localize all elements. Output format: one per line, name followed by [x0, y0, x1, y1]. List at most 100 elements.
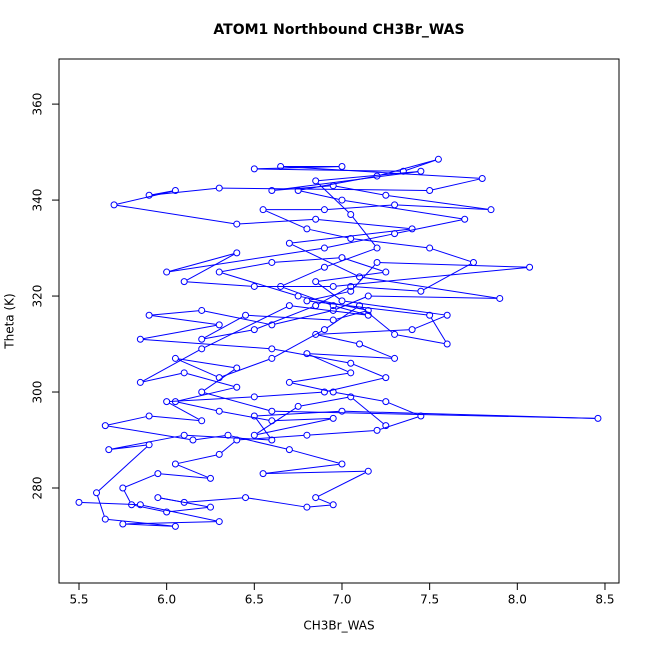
point	[303, 350, 311, 358]
connector	[143, 373, 182, 383]
connector	[97, 495, 105, 517]
point	[215, 268, 223, 276]
point	[101, 422, 109, 430]
connector	[169, 248, 322, 273]
connector	[432, 248, 471, 262]
y-tick-label: 280	[31, 477, 45, 500]
point	[119, 484, 127, 492]
point	[338, 460, 346, 468]
connector	[327, 233, 392, 248]
connector	[310, 353, 392, 359]
connector	[178, 401, 217, 412]
point	[145, 412, 153, 420]
connector	[310, 300, 427, 316]
point	[426, 311, 434, 319]
point	[136, 335, 144, 343]
point	[356, 302, 364, 310]
point	[224, 431, 232, 439]
connector	[352, 216, 376, 246]
connector	[309, 354, 349, 372]
x-tick-label: 8.0	[508, 593, 527, 607]
point	[382, 268, 390, 276]
connector	[275, 185, 331, 191]
point	[373, 258, 381, 266]
point	[391, 230, 399, 238]
point	[347, 393, 355, 401]
connector	[292, 372, 348, 383]
y-tick-label: 320	[31, 285, 45, 308]
point	[329, 182, 337, 190]
connector	[283, 166, 480, 179]
point	[93, 489, 101, 497]
point	[329, 306, 337, 314]
point	[487, 206, 495, 214]
point	[312, 177, 320, 185]
connector	[301, 190, 339, 200]
connector	[257, 306, 313, 329]
point	[443, 340, 451, 348]
connector	[274, 330, 322, 358]
point	[312, 302, 320, 310]
connector	[239, 434, 304, 441]
connector	[397, 219, 462, 234]
connector	[169, 507, 208, 513]
point	[382, 374, 390, 382]
connector	[125, 474, 156, 488]
point	[347, 369, 355, 377]
connector	[336, 185, 383, 196]
connector	[301, 396, 348, 407]
point	[145, 191, 153, 199]
connector	[117, 204, 234, 225]
connector	[336, 392, 383, 402]
connector	[352, 398, 384, 424]
point	[101, 515, 109, 523]
point	[233, 220, 241, 228]
point	[391, 354, 399, 362]
point	[171, 354, 179, 362]
point	[268, 258, 276, 266]
connector	[335, 296, 366, 310]
point	[347, 287, 355, 295]
point	[215, 321, 223, 329]
point	[215, 407, 223, 415]
point	[417, 287, 425, 295]
point	[320, 206, 328, 214]
connector	[309, 229, 348, 239]
connector	[98, 446, 148, 492]
connector	[362, 344, 392, 358]
connector	[204, 369, 235, 391]
connector	[274, 310, 331, 325]
connector	[423, 263, 471, 291]
point	[198, 345, 206, 353]
connector	[196, 435, 225, 441]
point	[215, 374, 223, 382]
point	[171, 398, 179, 406]
connector	[266, 463, 339, 474]
point	[233, 436, 241, 444]
connector	[301, 296, 366, 311]
point	[268, 436, 276, 444]
connector	[186, 253, 235, 281]
point	[329, 302, 337, 310]
connector	[318, 271, 383, 282]
connector	[222, 359, 270, 377]
point	[303, 225, 311, 233]
point	[180, 498, 188, 506]
connector	[126, 521, 217, 525]
connector	[108, 519, 173, 527]
point	[320, 244, 328, 252]
point	[163, 268, 171, 276]
point	[426, 186, 434, 194]
point	[417, 167, 425, 175]
connector	[362, 276, 497, 299]
x-tick-label: 7.5	[420, 593, 439, 607]
connector	[327, 204, 392, 210]
point	[198, 335, 206, 343]
connector	[283, 268, 322, 286]
connector	[134, 504, 164, 512]
point	[320, 326, 328, 334]
point	[329, 414, 337, 422]
connector	[204, 306, 287, 348]
